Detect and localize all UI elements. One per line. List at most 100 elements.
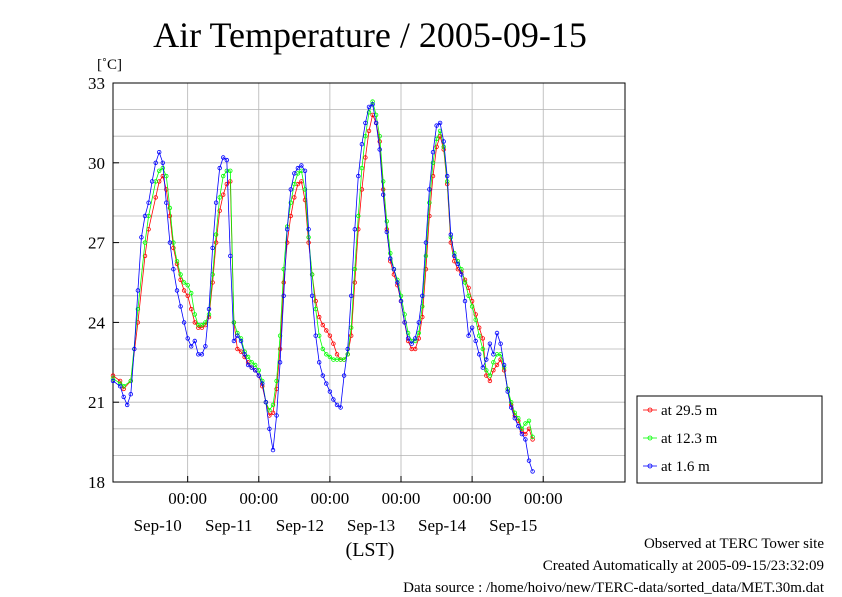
x-tick-time-label: 00:00	[524, 489, 563, 508]
data-point	[345, 352, 350, 357]
data-point	[235, 330, 240, 336]
data-point	[462, 280, 468, 285]
series-3	[110, 102, 535, 474]
data-point	[224, 181, 229, 187]
data-point	[370, 99, 375, 104]
data-point	[281, 293, 286, 298]
data-point	[199, 325, 205, 330]
data-point	[473, 317, 478, 322]
data-point	[455, 261, 461, 267]
data-point	[509, 400, 514, 405]
data-point	[228, 168, 233, 173]
y-tick-label: 27	[88, 234, 106, 253]
data-point	[181, 320, 187, 325]
data-point	[366, 104, 372, 110]
y-axis-unit-label: [˚C]	[97, 57, 122, 73]
data-point	[309, 272, 315, 277]
data-point	[363, 155, 368, 160]
data-point	[217, 195, 222, 200]
data-point	[185, 293, 190, 298]
data-point	[317, 314, 322, 320]
data-point	[359, 165, 365, 171]
data-point	[320, 322, 325, 328]
data-point	[494, 330, 500, 336]
data-point	[356, 213, 361, 219]
data-point	[441, 139, 446, 144]
y-tick-label: 18	[88, 473, 105, 492]
data-point	[327, 389, 333, 394]
data-point	[142, 213, 148, 219]
data-point	[338, 405, 343, 410]
x-tick-date-label: Sep-10	[134, 516, 182, 535]
data-point	[192, 312, 197, 317]
data-point	[366, 110, 372, 115]
data-point	[352, 227, 357, 232]
y-tick-label: 30	[88, 154, 105, 173]
data-point	[270, 402, 276, 408]
data-point	[402, 320, 407, 325]
data-point	[473, 338, 478, 344]
data-point	[167, 240, 173, 245]
data-point	[480, 346, 485, 352]
series-2	[110, 99, 535, 439]
data-point	[167, 213, 173, 219]
legend-label: at 12.3 m	[661, 431, 718, 447]
data-point	[121, 394, 126, 400]
footer-observed: Observed at TERC Tower site	[643, 536, 824, 552]
data-point	[128, 392, 133, 397]
data-point	[313, 298, 318, 304]
data-point	[448, 240, 453, 245]
data-point	[395, 280, 400, 285]
data-point	[430, 149, 436, 155]
x-tick-date-label: Sep-11	[205, 516, 253, 535]
data-point	[487, 373, 493, 378]
data-point	[256, 373, 261, 378]
data-point	[434, 144, 439, 149]
data-point	[206, 306, 212, 312]
data-point	[423, 240, 429, 245]
data-point	[324, 381, 329, 386]
y-axis: 18 21 24 27 30 33	[88, 74, 119, 492]
data-point	[370, 102, 375, 107]
data-point	[381, 179, 386, 184]
data-point	[288, 187, 293, 192]
x-tick-time-label: 00:00	[311, 489, 350, 508]
data-point	[416, 320, 421, 325]
data-point	[405, 336, 411, 341]
data-point	[185, 336, 190, 341]
data-point	[334, 402, 340, 408]
data-point	[270, 447, 276, 453]
data-point	[373, 120, 379, 126]
data-point	[341, 373, 347, 378]
data-point	[132, 346, 137, 352]
data-point	[267, 426, 272, 431]
data-point	[349, 333, 354, 338]
data-point	[281, 280, 286, 285]
series-group	[110, 99, 535, 474]
data-point	[484, 357, 489, 362]
data-point	[228, 253, 233, 259]
data-point	[217, 165, 222, 171]
data-point	[178, 304, 183, 309]
data-point	[352, 280, 357, 285]
data-point	[480, 365, 485, 370]
data-point	[185, 283, 190, 288]
grid	[113, 83, 625, 482]
x-tick-time-label: 00:00	[382, 489, 421, 508]
data-point	[110, 376, 116, 381]
data-point	[192, 320, 197, 325]
data-point	[156, 168, 162, 173]
data-point	[519, 426, 525, 431]
data-point	[480, 336, 485, 341]
data-point	[498, 341, 503, 346]
data-point	[363, 120, 368, 126]
data-point	[317, 360, 322, 365]
data-point	[413, 336, 418, 341]
data-point	[156, 149, 162, 155]
data-point	[448, 232, 453, 237]
data-point	[509, 405, 514, 410]
data-point	[220, 155, 226, 160]
data-point	[377, 147, 382, 152]
data-point	[164, 173, 169, 179]
x-axis: 00:00 Sep-10 00:00 Sep-11 00:00 Sep-12 00:00 Se…	[134, 476, 563, 535]
